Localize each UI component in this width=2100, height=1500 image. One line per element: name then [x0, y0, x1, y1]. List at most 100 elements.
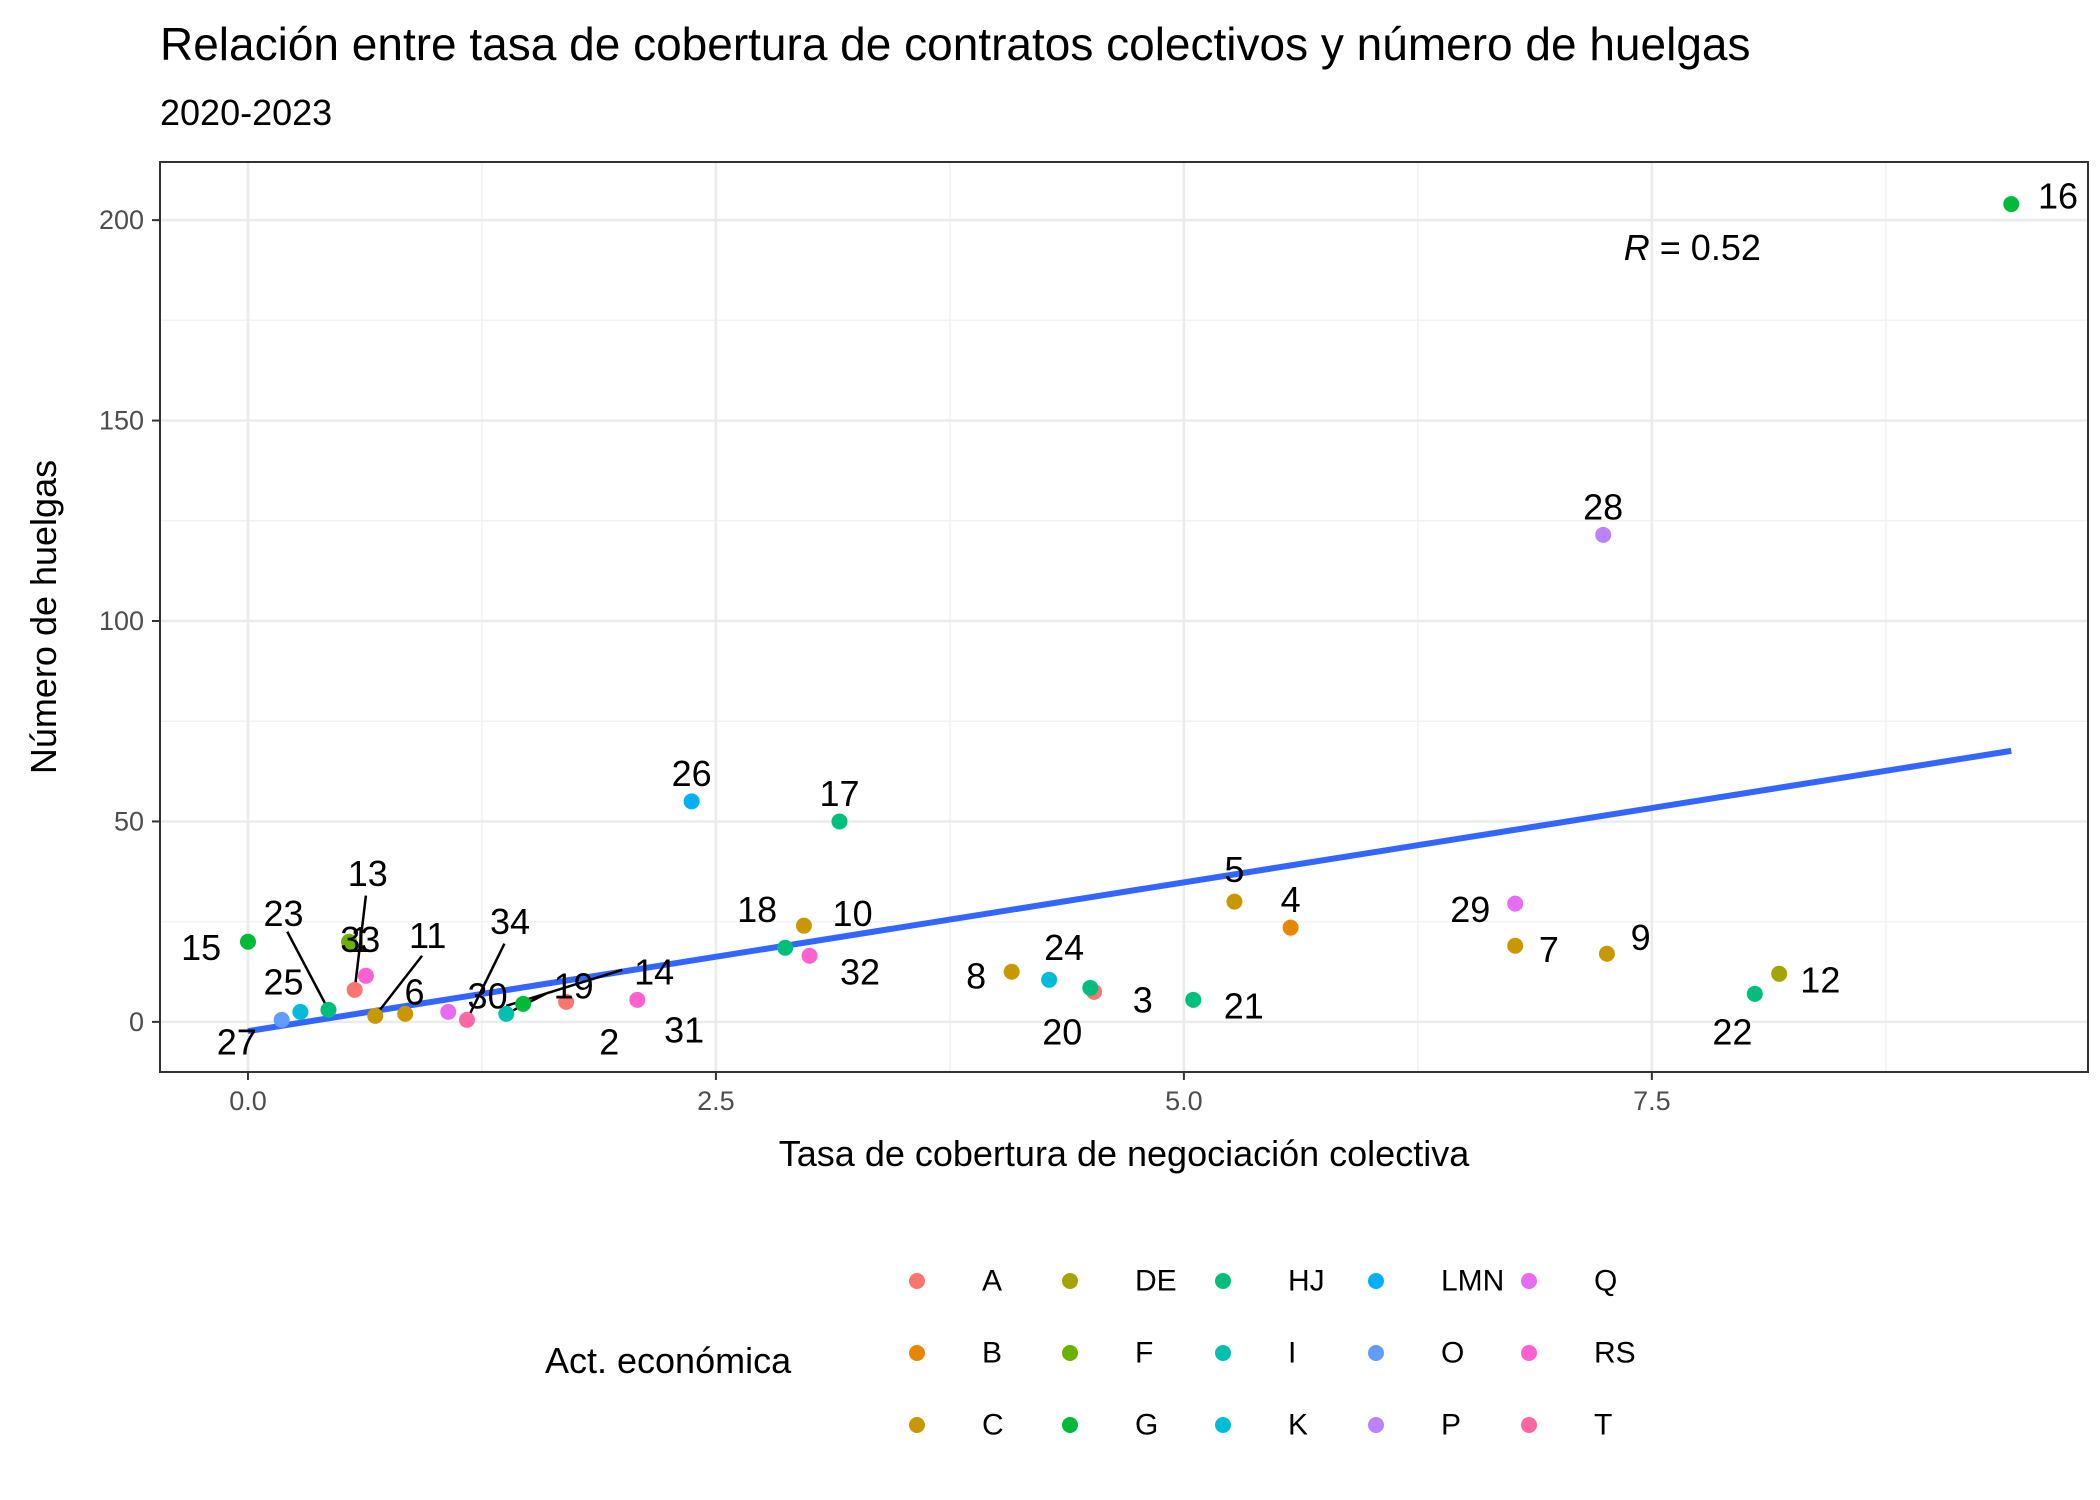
legend: A B C DE F G HJ I K LMN O P Q RS T — [909, 1265, 1636, 1442]
legend-key-p — [1368, 1417, 1384, 1433]
legend-label-g: G — [1135, 1409, 1158, 1442]
point-label-13: 13 — [348, 853, 388, 894]
point-label-2: 2 — [599, 1021, 619, 1062]
data-point-20 — [1082, 979, 1099, 996]
chart-subtitle: 2020-2023 — [160, 92, 332, 133]
point-label-10: 10 — [833, 893, 873, 934]
y-axis-ticks: 0 50 100 150 200 — [99, 205, 160, 1037]
data-point-25 — [292, 1003, 309, 1020]
x-tick-label: 7.5 — [1633, 1086, 1671, 1116]
legend-label-de: DE — [1135, 1265, 1177, 1298]
legend-label-o: O — [1441, 1337, 1464, 1370]
legend-key-o — [1368, 1345, 1384, 1361]
point-label-21: 21 — [1224, 985, 1264, 1026]
data-point-7 — [1507, 937, 1524, 954]
data-point-11 — [367, 1007, 384, 1024]
x-tick-label: 2.5 — [697, 1086, 735, 1116]
plot-border — [159, 161, 2089, 1073]
data-point-22 — [1746, 985, 1763, 1002]
point-label-9: 9 — [1631, 917, 1651, 958]
legend-key-b — [909, 1345, 925, 1361]
data-point-13 — [341, 933, 358, 950]
data-point-8 — [1003, 963, 1020, 980]
point-label-32: 32 — [840, 951, 880, 992]
legend-key-lmn — [1368, 1273, 1384, 1289]
data-point-29 — [1507, 895, 1524, 912]
data-point-30 — [440, 1003, 457, 1020]
legend-label-lmn: LMN — [1441, 1265, 1504, 1298]
x-tick-label: 5.0 — [1165, 1086, 1203, 1116]
legend-label-hj: HJ — [1288, 1265, 1325, 1298]
data-point-12 — [1771, 965, 1788, 982]
data-point-2 — [558, 993, 575, 1010]
legend-label-k: K — [1288, 1409, 1308, 1442]
point-label-33: 33 — [340, 919, 380, 960]
data-point-31 — [629, 991, 646, 1008]
y-tick-label: 0 — [129, 1007, 144, 1037]
legend-key-q — [1521, 1273, 1537, 1289]
data-point-16 — [2003, 196, 2020, 213]
point-label-29: 29 — [1450, 889, 1490, 930]
point-label-7: 7 — [1539, 929, 1559, 970]
data-point-18 — [777, 939, 794, 956]
x-tick-label: 0.0 — [229, 1086, 267, 1116]
data-point-9 — [1598, 945, 1615, 962]
point-label-5: 5 — [1224, 849, 1244, 890]
legend-label-t: T — [1594, 1409, 1612, 1442]
y-tick-label: 100 — [99, 606, 144, 636]
legend-key-c — [909, 1417, 925, 1433]
point-label-26: 26 — [672, 753, 712, 794]
point-label-30: 30 — [468, 975, 508, 1016]
data-point-23 — [320, 1001, 337, 1018]
x-axis-ticks: 0.0 2.5 5.0 7.5 — [229, 1072, 1671, 1116]
data-point-5 — [1226, 893, 1243, 910]
legend-key-k — [1215, 1417, 1231, 1433]
legend-key-i — [1215, 1345, 1231, 1361]
legend-key-hj — [1215, 1273, 1231, 1289]
data-point-32 — [801, 947, 818, 964]
point-label-24: 24 — [1044, 927, 1084, 968]
point-label-6: 6 — [405, 971, 425, 1012]
legend-label-b: B — [982, 1337, 1002, 1370]
point-label-17: 17 — [819, 773, 859, 814]
legend-label-c: C — [982, 1409, 1004, 1442]
legend-key-g — [1062, 1417, 1078, 1433]
point-label-20: 20 — [1042, 1011, 1082, 1052]
legend-label-q: Q — [1594, 1265, 1617, 1298]
point-label-1: 1 — [350, 919, 370, 960]
point-label-23: 23 — [264, 893, 304, 934]
point-label-14: 14 — [634, 951, 674, 992]
point-label-19: 19 — [554, 965, 594, 1006]
data-point-24 — [1041, 971, 1058, 988]
legend-key-t — [1521, 1417, 1537, 1433]
point-label-11: 11 — [409, 915, 446, 956]
data-point-21 — [1185, 991, 1202, 1008]
point-label-3: 3 — [1133, 979, 1153, 1020]
x-axis-title: Tasa de cobertura de negociación colecti… — [779, 1133, 1470, 1174]
label-leader-line — [374, 954, 424, 1017]
point-label-15: 15 — [181, 927, 221, 968]
plot-background — [160, 162, 2088, 1072]
point-label-28: 28 — [1583, 486, 1623, 527]
point-label-4: 4 — [1281, 879, 1301, 920]
legend-title: Act. económica — [545, 1340, 792, 1381]
point-label-34: 34 — [490, 901, 530, 942]
chart-title: Relación entre tasa de cobertura de cont… — [160, 18, 1750, 70]
data-point-1 — [346, 981, 363, 998]
regression-line — [247, 747, 2012, 1035]
data-point-4 — [1282, 919, 1299, 936]
legend-label-p: P — [1441, 1409, 1461, 1442]
point-label-18: 18 — [737, 889, 777, 930]
legend-key-de — [1062, 1273, 1078, 1289]
data-point-19 — [498, 1005, 515, 1022]
point-label-27: 27 — [217, 1021, 257, 1062]
legend-label-i: I — [1288, 1337, 1296, 1370]
point-label-12: 12 — [1800, 959, 1840, 1000]
grid-lines — [160, 162, 2088, 1072]
y-axis-title: Número de huelgas — [23, 460, 64, 774]
y-tick-label: 150 — [99, 406, 144, 436]
point-label-25: 25 — [264, 961, 304, 1002]
legend-key-f — [1062, 1345, 1078, 1361]
legend-key-rs — [1521, 1345, 1537, 1361]
